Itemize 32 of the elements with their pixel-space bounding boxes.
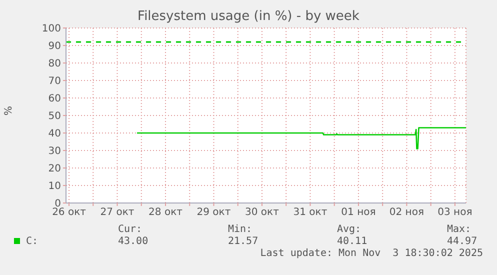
- text: Cur:: [118, 224, 142, 235]
- y-tick-label: 40: [48, 128, 61, 140]
- chart-title: Filesystem usage (in %) - by week: [136, 9, 360, 24]
- x-tick-label: 01 ноя: [341, 207, 376, 218]
- x-tick-label: 29 окт: [196, 207, 231, 218]
- text: Avg:: [337, 224, 362, 235]
- x-tick-label: 03 ноя: [438, 207, 472, 218]
- legend-label: C:: [26, 236, 38, 247]
- x-tick-label: 02 ноя: [389, 207, 424, 218]
- y-tick-label: 60: [48, 94, 61, 105]
- text: Min:: [228, 224, 252, 235]
- text: 21.57: [228, 236, 258, 247]
- x-tick-label: 28 окт: [148, 207, 183, 218]
- y-tick-label: 50: [48, 111, 61, 122]
- text: Last update: Mon Nov 3 18:30:02 2025: [260, 248, 483, 259]
- y-tick-label: 10: [48, 181, 61, 192]
- x-tick-label: 26 окт: [52, 207, 86, 218]
- x-tick-label: 31 окт: [293, 207, 328, 218]
- y-tick-label: 20: [48, 164, 61, 175]
- text: 43.00: [118, 236, 148, 247]
- y-tick-label: 90: [48, 41, 61, 52]
- y-tick-label: 80: [48, 58, 61, 70]
- x-tick-label: 30 окт: [245, 207, 280, 218]
- y-tick-label: 100: [42, 24, 61, 35]
- y-tick-label: 30: [48, 146, 61, 158]
- x-tick-label: 27 окт: [100, 207, 134, 218]
- text: Max:: [447, 224, 472, 235]
- text: 44.97: [447, 236, 478, 247]
- y-tick-label: 70: [48, 76, 61, 88]
- y-axis-title: %: [4, 106, 15, 116]
- text: 40.11: [337, 236, 368, 247]
- line-series: [136, 127, 466, 150]
